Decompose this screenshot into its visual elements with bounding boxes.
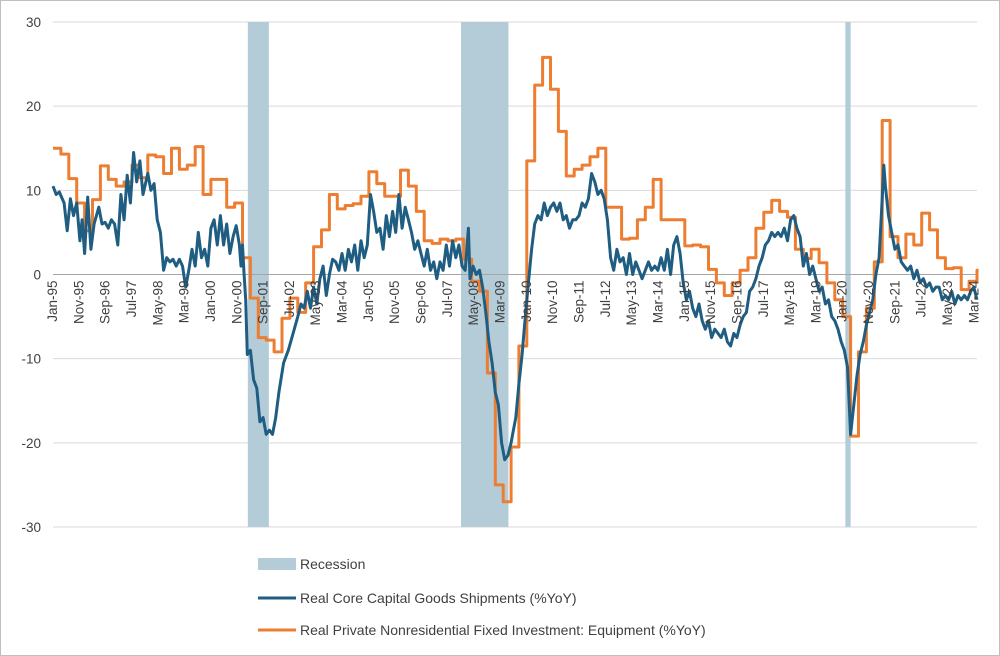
y-tick-label: 20 xyxy=(26,99,41,114)
y-tick-label: 0 xyxy=(33,268,41,283)
y-tick-label: 10 xyxy=(26,183,41,198)
x-tick-label: Jul-22 xyxy=(914,281,929,318)
x-tick-label: Nov-20 xyxy=(861,281,876,325)
x-tick-label: Jan-00 xyxy=(203,281,218,322)
x-tick-label: May-13 xyxy=(624,281,639,326)
x-tick-label: Sep-16 xyxy=(730,281,745,325)
x-tick-label: Jan-10 xyxy=(519,281,534,322)
y-axis-tick-labels: 30 20 10 0 -10 -20 -30 xyxy=(21,15,41,535)
y-tick-label: -20 xyxy=(21,436,41,451)
x-tick-label: May-23 xyxy=(940,281,955,326)
x-tick-label: Mar-04 xyxy=(335,280,350,323)
x-tick-label: Mar-09 xyxy=(493,281,508,324)
x-tick-label: Sep-01 xyxy=(256,281,271,325)
x-tick-label: Sep-11 xyxy=(572,281,587,324)
x-axis-tick-labels: Jan-95 Nov-95 Sep-96 Jul-97 May-98 Mar-99 Jan-… xyxy=(45,280,981,326)
x-tick-label: Nov-00 xyxy=(229,281,244,325)
x-tick-label: Mar-24 xyxy=(966,280,981,323)
series-line-equipment xyxy=(53,55,979,504)
legend: Recession Real Core Capital Goods Shipme… xyxy=(258,556,706,638)
x-tick-label: Sep-21 xyxy=(887,281,902,325)
legend-shipments-label: Real Core Capital Goods Shipments (%YoY) xyxy=(300,590,577,606)
x-tick-label: Mar-14 xyxy=(651,280,666,323)
x-tick-label: Nov-05 xyxy=(387,281,402,325)
x-tick-label: May-03 xyxy=(308,281,323,326)
x-tick-label: Nov-95 xyxy=(71,281,86,325)
x-tick-label: Jul-17 xyxy=(756,281,771,318)
gridlines xyxy=(53,21,977,528)
x-tick-label: May-18 xyxy=(782,281,797,326)
y-tick-label: -30 xyxy=(21,520,41,535)
x-tick-label: Jan-15 xyxy=(677,281,692,322)
legend-recession-swatch xyxy=(258,558,296,570)
x-tick-label: Jan-95 xyxy=(45,281,60,322)
series-line-shipments xyxy=(51,151,979,462)
x-tick-label: Nov-15 xyxy=(703,281,718,325)
y-tick-label: 30 xyxy=(26,15,41,30)
y-tick-label: -10 xyxy=(21,352,41,367)
x-tick-label: Jul-12 xyxy=(598,281,613,318)
x-tick-label: Jul-07 xyxy=(440,281,455,318)
legend-equipment-label: Real Private Nonresidential Fixed Invest… xyxy=(300,622,706,638)
x-tick-label: Jul-02 xyxy=(282,281,297,318)
series-lines xyxy=(51,55,979,504)
x-tick-label: May-98 xyxy=(150,281,165,326)
x-tick-label: May-08 xyxy=(466,281,481,326)
x-tick-label: Sep-96 xyxy=(98,281,113,325)
x-tick-label: Nov-10 xyxy=(545,281,560,325)
x-tick-label: Jan-05 xyxy=(361,281,376,322)
x-tick-label: Mar-99 xyxy=(177,281,192,324)
x-tick-label: Jan-20 xyxy=(835,281,850,322)
x-tick-label: Mar-19 xyxy=(808,281,823,324)
x-tick-label: Sep-06 xyxy=(414,281,429,325)
legend-recession-label: Recession xyxy=(300,556,365,572)
x-tick-label: Jul-97 xyxy=(124,281,139,318)
